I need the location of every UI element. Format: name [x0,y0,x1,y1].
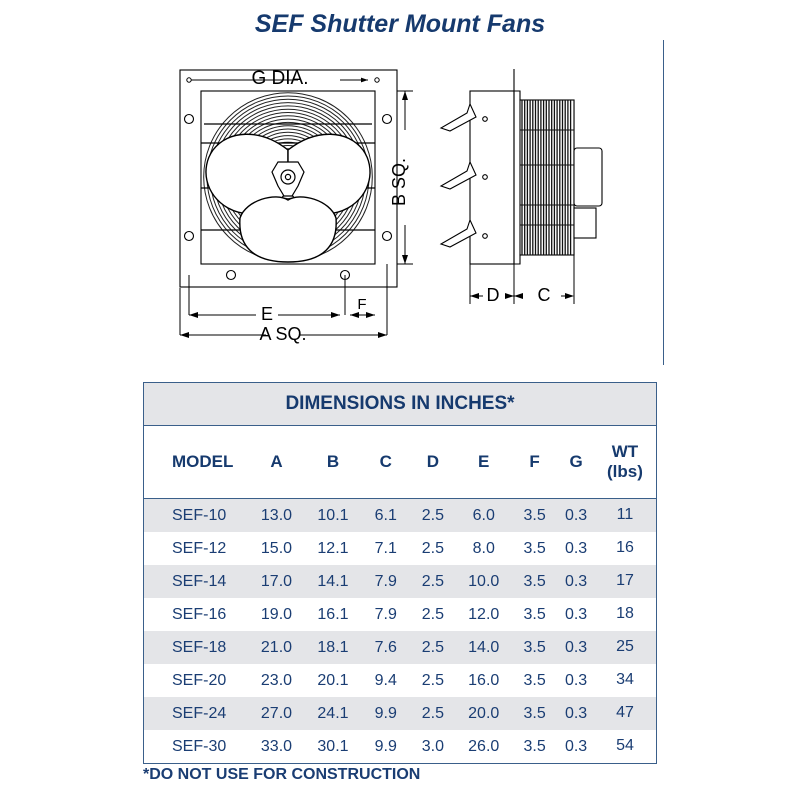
svg-text:C: C [538,285,551,305]
svg-text:G DIA.: G DIA. [251,68,308,89]
svg-text:F: F [357,296,366,313]
svg-text:E: E [261,304,273,324]
svg-text:D: D [487,285,500,305]
svg-text:B SQ.: B SQ. [389,158,409,206]
svg-text:A SQ.: A SQ. [259,324,306,344]
